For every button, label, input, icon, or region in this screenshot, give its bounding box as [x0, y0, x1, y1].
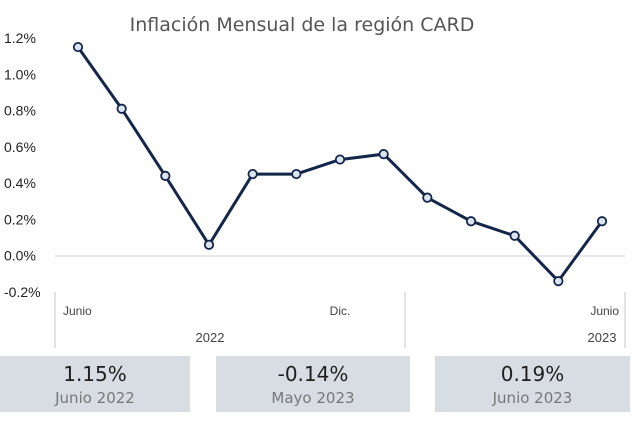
summary-card-3: 0.19% Junio 2023: [435, 356, 630, 412]
y-tick-label: 1.0%: [4, 66, 36, 82]
card-label: Junio 2022: [55, 389, 135, 407]
y-axis-ticks: 1.2% 1.0% 0.8% 0.6% 0.4% 0.2% 0.0% -0.2%: [4, 30, 41, 300]
data-point: [116, 103, 127, 114]
line-chart: Inflación Mensual de la región CARD 1.2%…: [4, 14, 626, 348]
chart-title: Inflación Mensual de la región CARD: [130, 14, 475, 36]
y-tick-label: 0.8%: [4, 103, 36, 119]
data-point: [160, 170, 171, 181]
data-point: [291, 168, 302, 180]
x-axis-ticks: Junio Dic. Junio: [63, 304, 619, 318]
x-axis-separators: [54, 292, 626, 348]
card-value: 0.19%: [500, 362, 565, 386]
data-point: [203, 239, 215, 250]
summary-card-2: -0.14% Mayo 2023: [216, 356, 410, 412]
series-points: [72, 41, 608, 287]
y-tick-label: 0.6%: [4, 139, 36, 155]
data-point: [247, 168, 258, 180]
y-tick-label: 0.2%: [4, 211, 36, 227]
card-value: -0.14%: [277, 362, 349, 386]
x-tick-label: Dic.: [330, 304, 351, 318]
data-point: [72, 41, 84, 53]
y-tick-label: -0.2%: [4, 284, 41, 300]
x-group-label: 2022: [196, 330, 225, 345]
card-label: Mayo 2023: [271, 389, 355, 407]
x-group-label: 2023: [588, 330, 617, 345]
data-point: [422, 192, 433, 203]
data-point: [334, 154, 346, 165]
summary-card-1: 1.15% Junio 2022: [0, 356, 190, 412]
card-value: 1.15%: [63, 362, 127, 386]
card-label: Junio 2023: [492, 389, 573, 407]
y-tick-label: 0.0%: [4, 248, 36, 264]
x-axis-year-groups: 2022 2023: [196, 330, 617, 345]
x-tick-label: Junio: [590, 304, 619, 318]
y-tick-label: 1.2%: [4, 30, 36, 46]
data-point: [509, 230, 520, 241]
y-tick-label: 0.4%: [4, 175, 36, 191]
data-point: [378, 149, 389, 160]
data-point: [465, 216, 477, 227]
data-point: [553, 276, 564, 287]
data-point: [596, 216, 608, 227]
x-tick-label: Junio: [63, 304, 92, 318]
